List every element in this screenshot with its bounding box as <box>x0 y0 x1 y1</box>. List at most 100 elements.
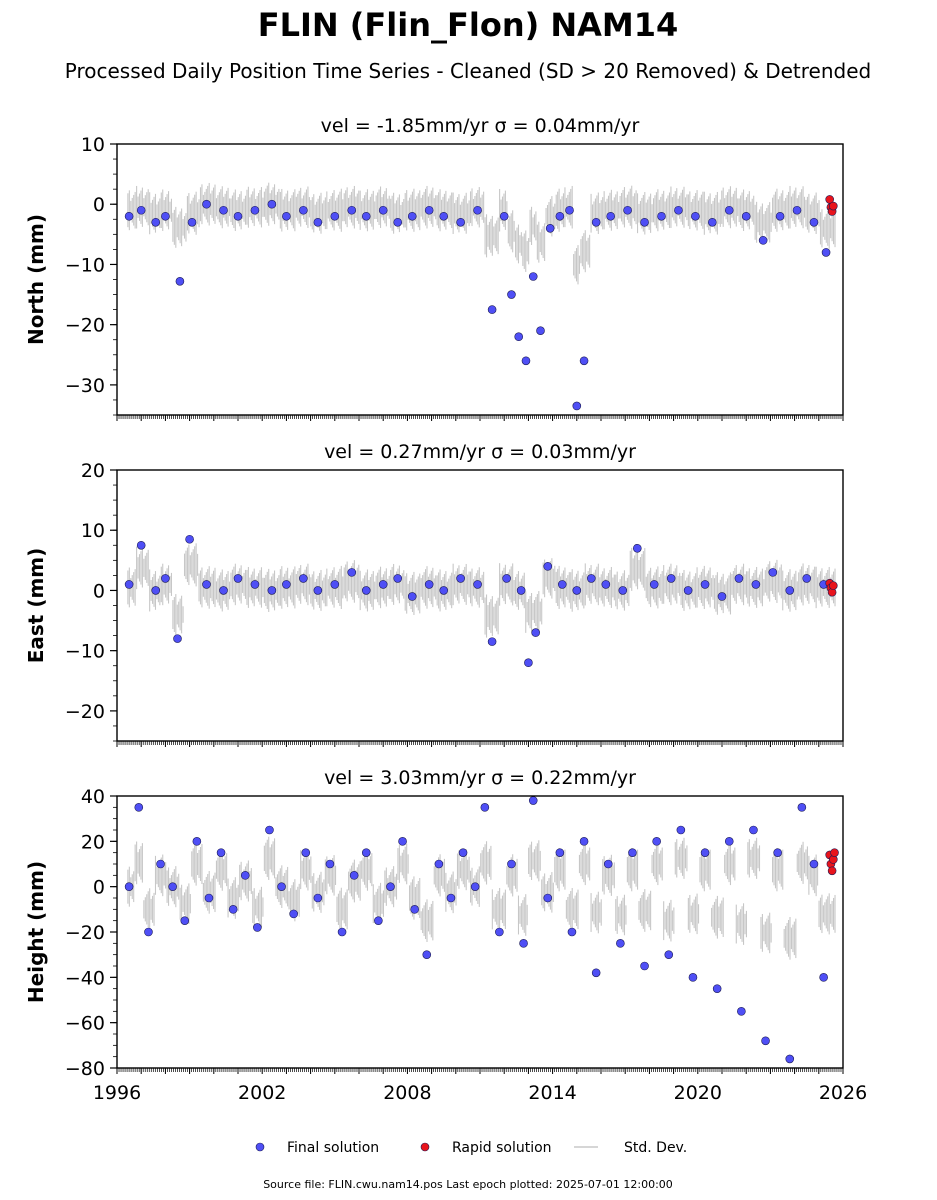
final-solution-point <box>543 562 553 571</box>
x-tick-label: 2008 <box>383 1082 431 1104</box>
final-solution-point <box>347 568 357 577</box>
rapid-solution-point <box>829 201 838 211</box>
final-solution-point <box>161 574 170 583</box>
final-solution-point <box>253 923 262 932</box>
final-solution-point <box>185 534 194 544</box>
final-solution-point <box>374 916 383 925</box>
final-solution-point <box>734 574 744 583</box>
final-solution-point <box>219 586 228 595</box>
final-solution-point <box>378 580 388 589</box>
final-solution-point <box>557 580 567 589</box>
final-solution-point <box>458 848 468 857</box>
final-solution-point <box>136 540 146 550</box>
final-solution-point <box>487 305 497 314</box>
final-solution-point <box>299 205 308 215</box>
final-solution-point <box>175 277 185 286</box>
final-solution-point <box>361 211 371 221</box>
x-tick-label: 2002 <box>238 1082 286 1104</box>
final-solution-point <box>507 290 516 299</box>
final-solution-point <box>761 1036 770 1046</box>
final-solution-point <box>347 205 357 215</box>
final-solution-point <box>434 859 444 869</box>
final-solution-point <box>378 205 388 215</box>
rapid-solution-series <box>825 578 838 597</box>
final-solution-point <box>456 217 465 227</box>
final-solution-point <box>521 356 531 366</box>
final-solution-point <box>601 580 611 589</box>
std-dev-band <box>127 182 836 285</box>
final-solution-point <box>330 580 340 589</box>
final-solution-point <box>470 882 480 891</box>
y-tick-label: −20 <box>65 922 105 944</box>
y-tick-label: 10 <box>81 134 105 156</box>
y-tick-label: 0 <box>93 194 105 216</box>
final-solution-point <box>587 574 596 583</box>
final-solution-point <box>192 837 202 846</box>
final-solution-point <box>749 825 758 835</box>
final-solution-point <box>134 803 144 812</box>
final-solution-point <box>393 217 403 227</box>
source-footer: Source file: FLIN.cwu.nam14.pos Last epo… <box>263 1178 673 1191</box>
final-solution-point <box>495 927 504 937</box>
final-solution-point <box>124 580 134 589</box>
legend-marker <box>255 1142 265 1152</box>
east-axis-label: East (mm) <box>24 548 48 664</box>
final-solution-point <box>528 272 538 281</box>
final-solution-point <box>151 217 161 227</box>
data-layer <box>124 796 839 1064</box>
final-solution-point <box>439 211 449 221</box>
y-tick-label: −20 <box>65 315 105 337</box>
final-solution-point <box>792 205 802 215</box>
chart-subtitle: Processed Daily Position Time Series - C… <box>65 59 871 83</box>
final-solution-point <box>456 574 465 583</box>
final-solution-point <box>204 893 214 903</box>
final-solution-point <box>313 893 323 903</box>
final-solution-point <box>775 211 785 221</box>
final-solution-point <box>393 574 403 583</box>
final-solution-point <box>700 580 710 589</box>
final-solution-point <box>277 882 286 891</box>
final-solution-point <box>330 211 340 221</box>
final-solution-point <box>228 905 238 914</box>
final-solution-point <box>250 205 260 215</box>
final-solution-point <box>674 205 683 215</box>
final-solution-point <box>233 574 243 583</box>
rapid-solution-series <box>825 848 839 876</box>
y-tick-label: −10 <box>65 254 105 276</box>
y-tick-label: −30 <box>65 375 105 397</box>
final-solution-point <box>640 217 649 227</box>
plot-frame <box>116 469 844 742</box>
final-solution-series <box>124 796 828 1064</box>
final-solution-point <box>313 217 323 227</box>
final-solution-point <box>424 205 434 215</box>
legend-label: Std. Dev. <box>624 1140 687 1156</box>
final-solution-point <box>758 236 768 245</box>
rapid-solution-point <box>829 581 838 590</box>
final-solution-point <box>616 939 625 948</box>
final-solution-point <box>567 927 577 937</box>
final-solution-point <box>785 586 795 595</box>
final-solution-point <box>439 586 449 595</box>
final-solution-point <box>700 848 710 857</box>
final-solution-point <box>683 586 693 595</box>
y-tick-label: 10 <box>81 520 105 542</box>
y-tick-label: −20 <box>65 701 105 723</box>
final-solution-point <box>516 586 526 595</box>
final-solution-point <box>361 848 371 857</box>
final-solution-point <box>499 211 509 221</box>
final-solution-point <box>524 658 533 668</box>
x-tick-label: 2020 <box>674 1082 722 1104</box>
final-solution-point <box>156 859 165 869</box>
final-solution-point <box>741 211 751 221</box>
final-solution-point <box>180 916 190 925</box>
height-axis-label: Height (mm) <box>24 861 48 1003</box>
panel-north: vel = -1.85mm/yr σ = 0.04mm/yr North (mm)… <box>24 115 844 421</box>
final-solution-point <box>591 217 601 227</box>
y-tick-label: −60 <box>65 1013 105 1035</box>
final-solution-point <box>289 909 298 919</box>
final-solution-point <box>555 211 565 221</box>
rapid-solution-point <box>830 848 839 857</box>
final-solution-point <box>473 205 482 215</box>
final-solution-series <box>124 199 831 411</box>
final-solution-point <box>187 217 197 227</box>
